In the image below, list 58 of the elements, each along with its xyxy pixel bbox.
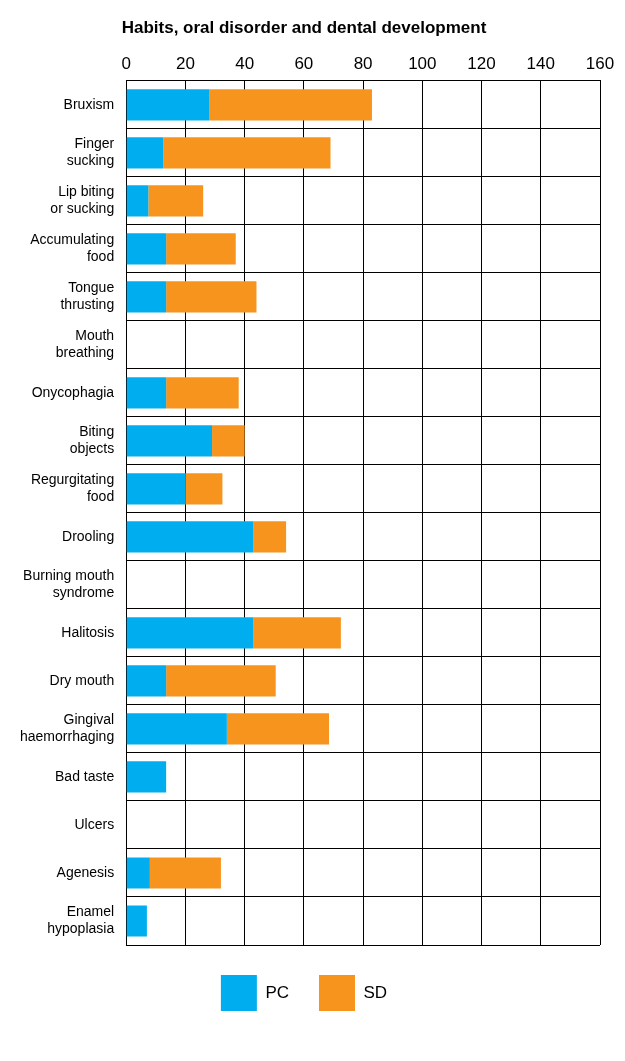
y-tick-label: Tongue thrusting bbox=[60, 279, 115, 313]
bar bbox=[253, 617, 341, 649]
y-tick-label: Bruxism bbox=[63, 95, 115, 112]
bar bbox=[149, 857, 221, 889]
bar bbox=[163, 137, 331, 169]
x-tick-label: 20 bbox=[175, 54, 195, 74]
bar bbox=[126, 521, 254, 553]
x-tick-label: 100 bbox=[408, 54, 437, 74]
x-tick-label: 0 bbox=[121, 54, 131, 74]
bar bbox=[126, 89, 210, 121]
bar bbox=[126, 281, 167, 313]
bar bbox=[126, 425, 213, 457]
bar bbox=[126, 713, 227, 745]
bar bbox=[126, 905, 147, 937]
bar bbox=[253, 521, 287, 553]
y-tick-label: Regurgitating food bbox=[30, 471, 115, 505]
bar bbox=[212, 425, 245, 457]
y-tick-label: Halitosis bbox=[61, 623, 115, 640]
y-tick-label: Biting objects bbox=[69, 423, 115, 457]
bar bbox=[166, 233, 236, 265]
x-tick-label: 120 bbox=[467, 54, 496, 74]
bar bbox=[126, 761, 167, 793]
y-tick-label: Lip biting or sucking bbox=[50, 183, 115, 217]
legend-label: SD bbox=[363, 982, 388, 1002]
x-tick-label: 80 bbox=[353, 54, 373, 74]
bar bbox=[185, 473, 223, 505]
bar bbox=[166, 665, 276, 697]
y-tick-label: Burning mouth syndrome bbox=[23, 567, 115, 601]
bar bbox=[126, 665, 167, 697]
y-tick-label: Gingival haemorrhaging bbox=[20, 711, 115, 745]
y-tick-label: Agenesis bbox=[56, 863, 115, 880]
bar bbox=[226, 713, 330, 745]
y-tick-label: Drooling bbox=[62, 527, 115, 544]
y-tick-label: Dry mouth bbox=[49, 671, 115, 688]
bar bbox=[126, 233, 167, 265]
x-tick-label: 160 bbox=[585, 54, 615, 74]
bar bbox=[126, 137, 164, 169]
y-tick-label: Finger sucking bbox=[66, 135, 115, 169]
bar bbox=[148, 185, 204, 217]
bar bbox=[166, 281, 257, 313]
y-tick-label: Bad taste bbox=[55, 767, 115, 784]
y-tick-label: Ulcers bbox=[74, 815, 115, 832]
y-tick-label: Onycophagia bbox=[31, 383, 115, 400]
y-tick-label: Mouth breathing bbox=[55, 327, 115, 361]
bar bbox=[126, 473, 186, 505]
bar bbox=[209, 89, 372, 121]
x-tick-label: 40 bbox=[235, 54, 255, 74]
chart-title: Habits, oral disorder and dental development bbox=[121, 17, 487, 37]
y-tick-label: Enamel hypoplasia bbox=[47, 903, 115, 937]
x-tick-label: 140 bbox=[526, 54, 555, 74]
bar bbox=[126, 377, 167, 409]
x-tick-label: 60 bbox=[294, 54, 314, 74]
y-tick-label: Accumulating food bbox=[30, 231, 115, 265]
bar bbox=[166, 377, 239, 409]
bar bbox=[126, 857, 150, 889]
legend-label: PC bbox=[265, 982, 290, 1002]
bar bbox=[126, 185, 149, 217]
bar bbox=[126, 617, 254, 649]
